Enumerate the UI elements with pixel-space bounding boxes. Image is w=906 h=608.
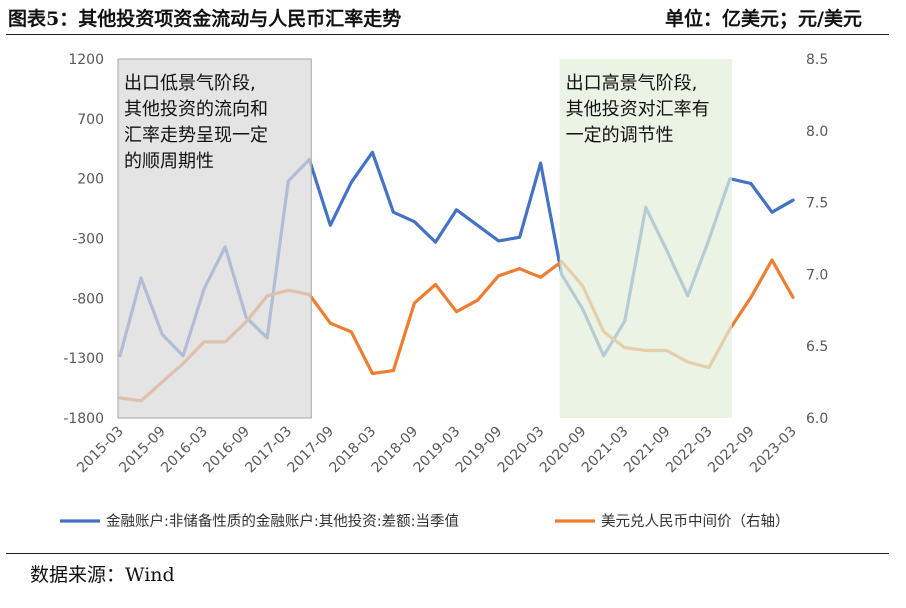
header-divider bbox=[6, 34, 889, 35]
region-2-label-line-2: 其他投资对汇率有 bbox=[566, 99, 710, 120]
region-1-label-line-4: 的顺周期性 bbox=[124, 151, 214, 172]
region-1-label-line-1: 出口低景气阶段, bbox=[124, 73, 256, 94]
y-right-tick-label-5: 6.5 bbox=[806, 339, 828, 355]
shaded-region-2 bbox=[559, 59, 732, 418]
region-1-label-line-3: 汇率走势呈现一定 bbox=[124, 125, 268, 146]
legend-label-1: 金融账户:非储备性质的金融账户:其他投资:差额:当季值 bbox=[106, 513, 459, 530]
y-left-tick-label-3: 200 bbox=[77, 172, 104, 188]
y-right-tick-label-2: 8.0 bbox=[806, 124, 828, 140]
region-2-label-line-3: 一定的调节性 bbox=[566, 125, 674, 146]
y-left-tick-label-7: -1800 bbox=[63, 411, 104, 427]
unit-label: 单位：亿美元；元/美元 bbox=[665, 8, 862, 30]
y-right-tick-label-6: 6.0 bbox=[806, 411, 828, 427]
footer-divider bbox=[6, 553, 889, 554]
region-1-label-line-2: 其他投资的流向和 bbox=[124, 99, 268, 120]
y-left-tick-label-2: 700 bbox=[77, 112, 104, 128]
y-right-tick-label-3: 7.5 bbox=[806, 196, 828, 212]
legend-label-2: 美元兑人民币中间价（右轴） bbox=[601, 513, 790, 530]
y-left-tick-label-6: -1300 bbox=[63, 351, 104, 367]
shaded-region-1 bbox=[117, 58, 312, 419]
y-left-tick-label-5: -800 bbox=[72, 291, 104, 307]
y-right-tick-label-4: 7.0 bbox=[806, 267, 828, 283]
y-left-tick-label-4: -300 bbox=[72, 232, 104, 248]
chart-title: 图表5：其他投资项资金流动与人民币汇率走势 bbox=[8, 8, 402, 30]
y-left-tick-label-1: 1200 bbox=[68, 52, 104, 68]
y-right-tick-label-1: 8.5 bbox=[806, 52, 828, 68]
region-2-label-line-1: 出口高景气阶段, bbox=[566, 73, 698, 94]
source-note: 数据来源：Wind bbox=[30, 564, 175, 586]
x-tick-label-17: 2023-03 bbox=[747, 424, 800, 477]
